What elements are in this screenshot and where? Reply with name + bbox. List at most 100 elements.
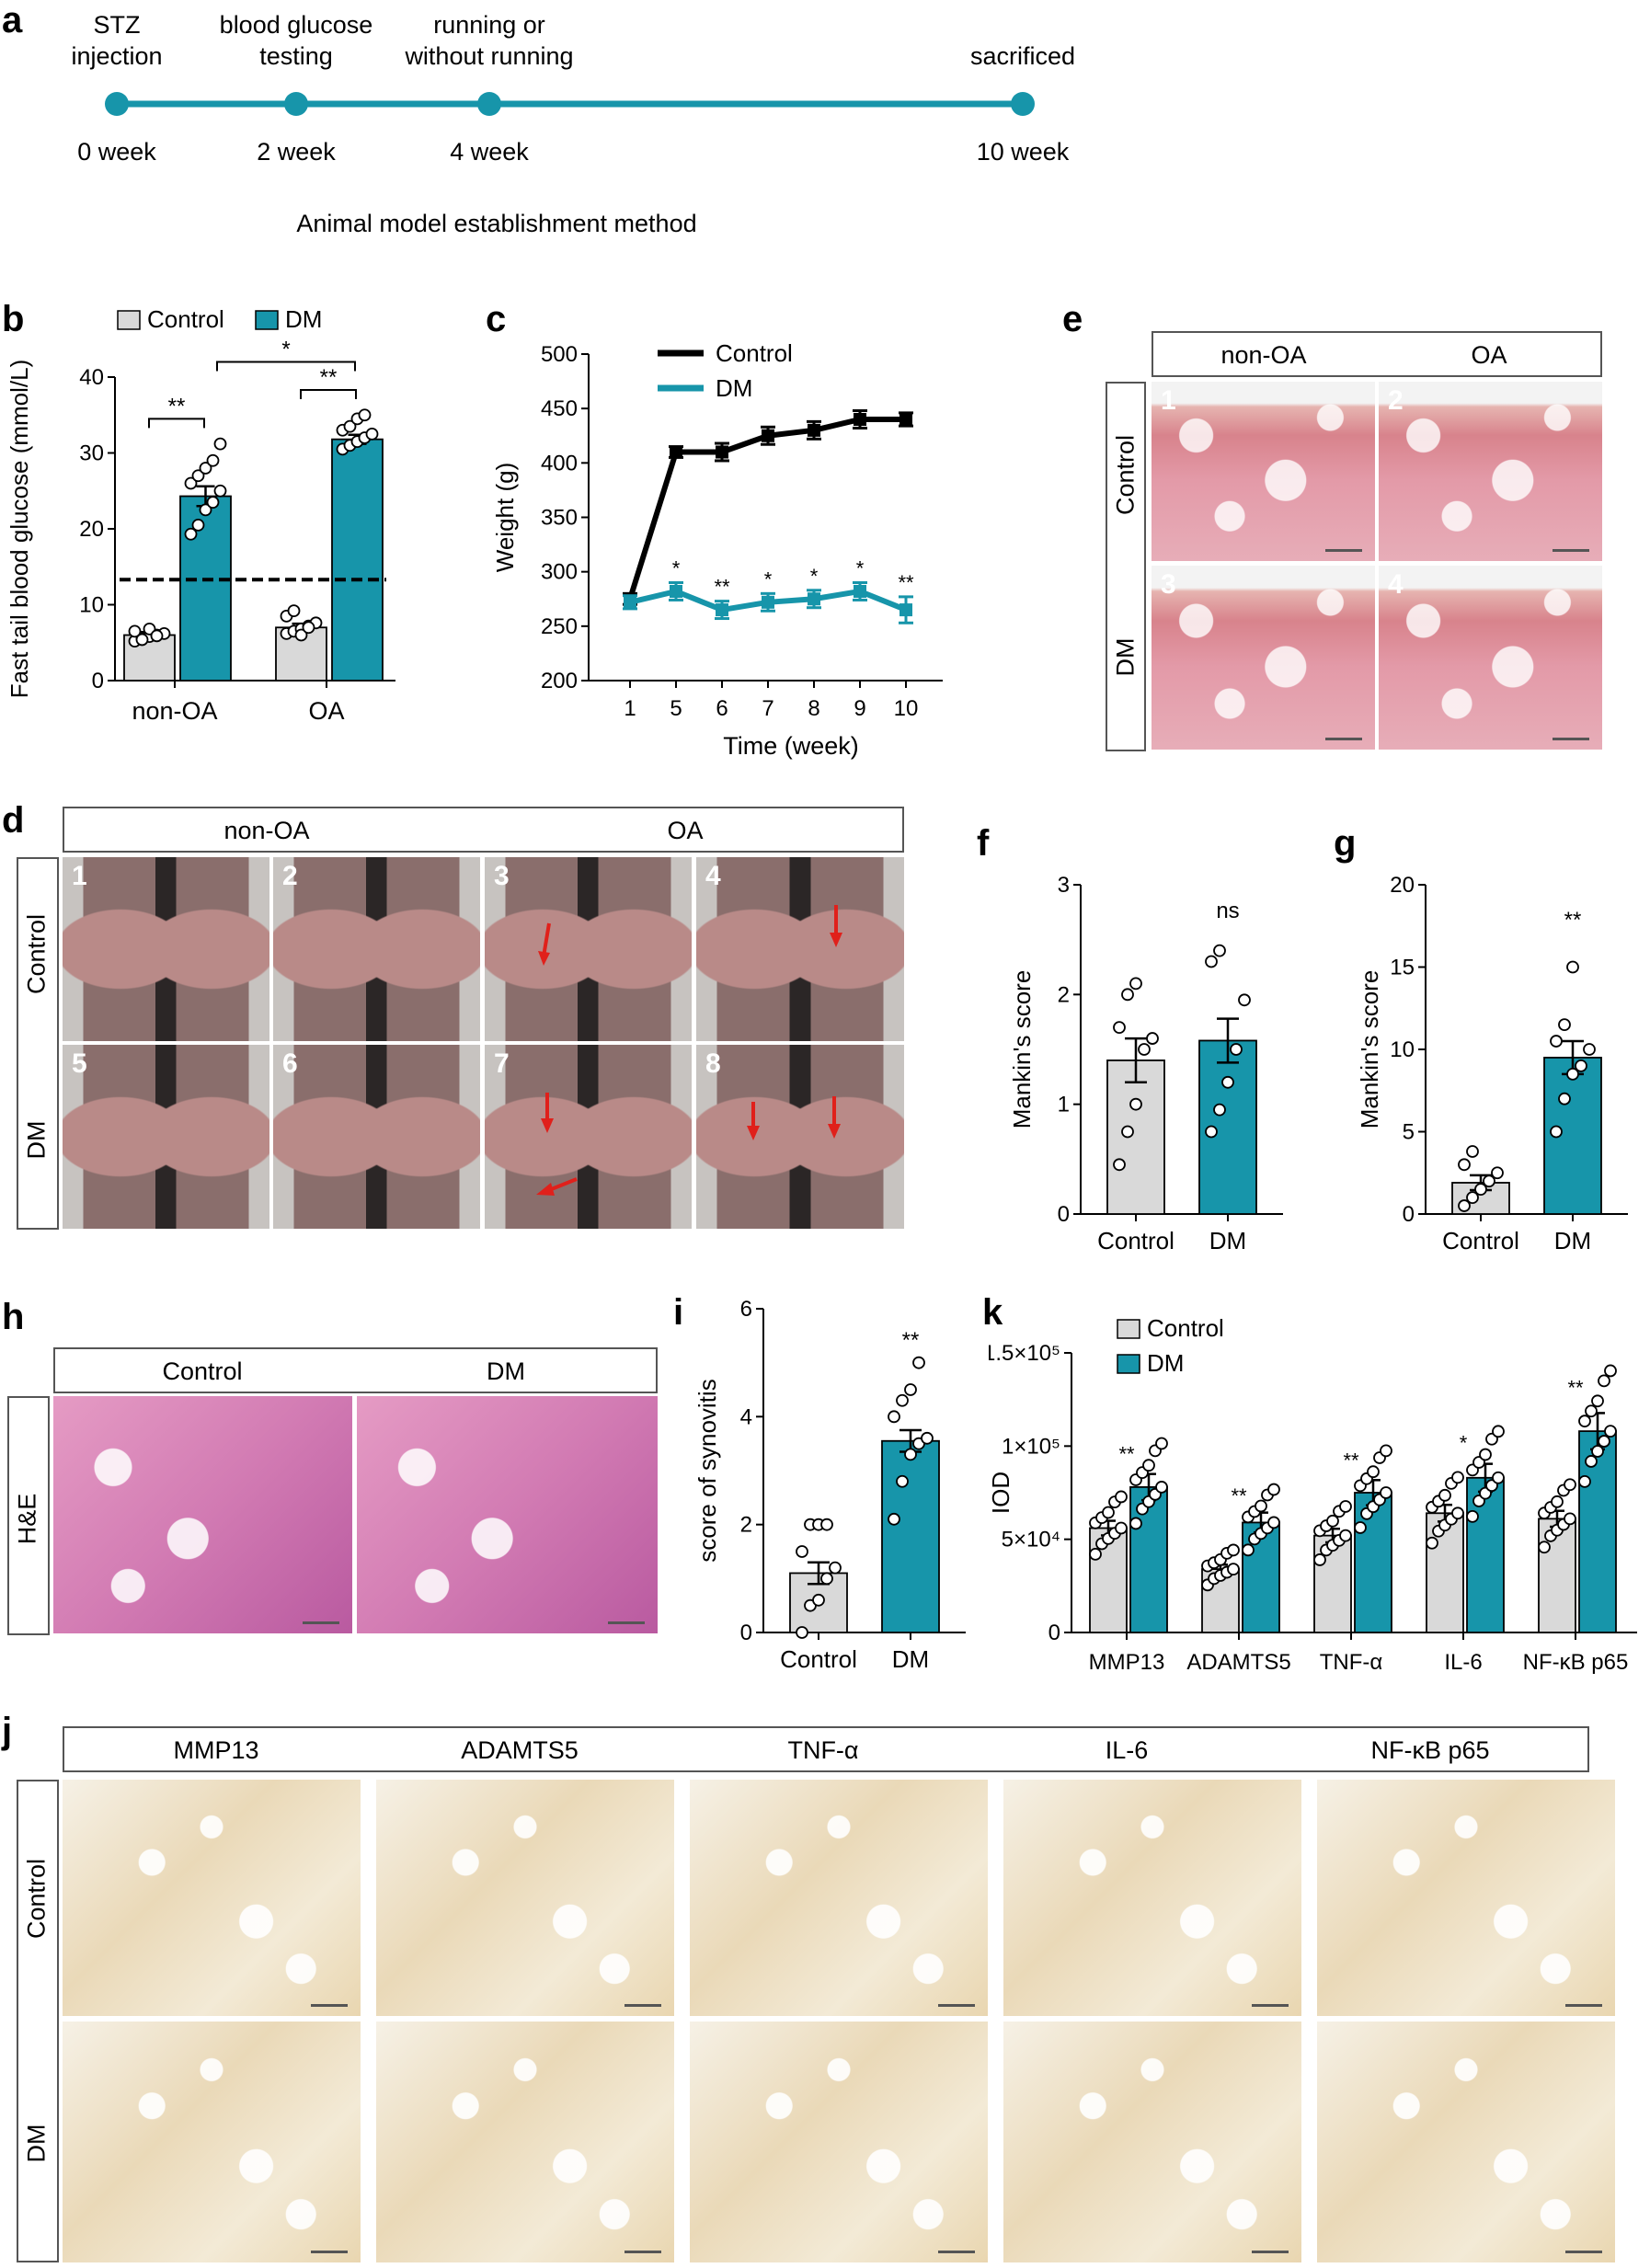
x-tick-label: DM [1209,1227,1246,1254]
x-axis-title: Time (week) [723,732,859,760]
x-tick-label: Control [780,1645,857,1673]
timeline-caption: Animal model establishment method [296,210,697,237]
data-point [1558,1018,1571,1032]
e-header-box: non-OA OA [1152,331,1602,377]
j-tile-dm-mmp13 [63,2022,361,2262]
chart-k: 0 5×10⁴ 1×10⁵ 1.5×10⁵ IOD Control DM ** MMP13 ** A… [989,1314,1637,1675]
timeline-dot-0 [105,92,129,116]
scale-bar [938,2251,975,2253]
y-tick-label: 1.5×10⁵ [989,1341,1060,1366]
data-point [899,413,912,426]
y-tick-label: 15 [1390,956,1415,980]
data-point [808,592,820,606]
d-tile-6: 6 [273,1045,480,1229]
sig-label: ** [1567,1377,1584,1400]
data-point [762,429,774,442]
data-point [1551,1495,1564,1508]
e-tile-num-1: 1 [1161,385,1176,416]
data-point [1451,1471,1464,1484]
chart-b: 0 10 20 30 40 Fast tail blood glucose (mmol/L… [6,305,395,725]
y-tick-label: 20 [79,517,104,542]
sig-label: ** [1231,1484,1247,1507]
y-tick-label: 250 [541,614,578,639]
y-axis-title: IOD [989,1472,1014,1514]
y-tick-label: 400 [541,451,578,475]
chart-i: 0 2 4 6 score of synovitis Control DM ** [693,1297,966,1673]
panel-label-g: g [1334,823,1357,864]
y-tick-label: 2 [740,1513,752,1538]
data-point [820,1518,833,1531]
chart-c: 200 250 300 350 400 450 500 Weight (g) 1 5 6 7 8 9 10 T… [491,339,943,760]
data-point [1121,1125,1134,1139]
y-axis-title: Mankin's score [1008,970,1036,1129]
data-point [191,518,205,532]
y-axis-title: Mankin's score [1356,970,1383,1129]
data-point [1585,1404,1598,1418]
d-tile-num-1: 1 [72,861,87,891]
red-arrow-icon [830,905,842,947]
h-header-control: Control [162,1357,243,1385]
d-header-box: non-OA OA [63,807,904,853]
sig-bracket-oa-label: ** [320,365,338,390]
scale-bar [1252,2251,1289,2253]
legend-label-dm: DM [1147,1349,1184,1377]
d-row-dm: DM [22,1120,51,1160]
data-point [1483,1174,1495,1188]
d-tile-3: 3 [485,857,692,1041]
sig-bracket-between-label: * [281,338,290,362]
panel-label-h: h [2,1297,25,1337]
e-tile-1: 1 [1152,382,1375,561]
timeline-dot-10 [1011,92,1035,116]
j-tile-dm-nfkb [1317,2022,1615,2262]
event-1-line1: blood glucose [219,11,373,39]
chart-g: 0 5 10 15 20 Mankin's score Control DM ** [1356,873,1628,1254]
data-point [1458,1199,1471,1212]
y-tick-label: 0 [1048,1621,1060,1645]
data-point [1227,1543,1240,1557]
data-point [624,595,636,609]
data-point [796,1626,808,1639]
panel-label-c: c [486,299,507,339]
data-point [1146,1032,1159,1045]
data-point [184,476,198,490]
data-point [820,1572,833,1586]
bar-dm-non-OA [179,495,232,682]
data-point [1380,1486,1392,1499]
data-point [1466,1191,1479,1205]
legend-swatch-control [117,310,141,330]
data-point [904,1383,917,1396]
h-header-box: Control DM [53,1347,658,1393]
red-arrow-icon [538,922,551,966]
data-point [1578,1415,1591,1428]
data-point [135,633,149,647]
d-tile-1: 1 [63,857,269,1041]
data-point [1550,1035,1563,1048]
event-1-line2: testing [259,42,333,70]
sig-label: * [672,557,681,580]
sig-label: * [1460,1432,1468,1455]
bar-dm-OA [331,438,384,682]
x-tick-label: 6 [716,696,728,721]
data-point [1129,1517,1142,1530]
x-tick-label: MMP13 [1089,1650,1165,1675]
scale-bar [1553,549,1589,552]
data-point [1578,1474,1591,1488]
data-point [1267,1483,1280,1496]
data-point [1566,1067,1579,1081]
data-point [1113,1158,1126,1172]
x-tick-label: 8 [808,696,819,721]
data-point [1466,1145,1479,1158]
data-point [796,1545,808,1558]
e-tile-2: 2 [1379,382,1602,561]
d-tile-num-7: 7 [494,1048,510,1079]
d-tile-num-5: 5 [72,1048,87,1079]
e-tile-4: 4 [1379,566,1602,750]
bar-dm [1466,1476,1505,1633]
data-point [1242,1543,1255,1557]
event-3-line2: sacrificed [969,42,1076,70]
j-tile-control-tnfa [690,1780,988,2016]
bar-dm [1543,1057,1602,1215]
data-point [1466,1509,1479,1523]
timeline [105,92,1035,116]
bar-dm [1578,1430,1617,1633]
